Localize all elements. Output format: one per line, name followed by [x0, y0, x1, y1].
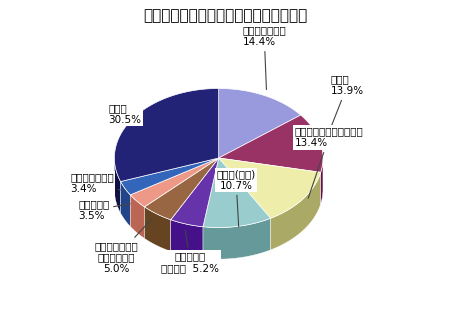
Text: トレーニング場
3.4%: トレーニング場 3.4%: [70, 173, 120, 194]
Polygon shape: [203, 158, 270, 228]
Polygon shape: [270, 172, 321, 250]
Text: 水泳プール
（屋外）  5.2%: 水泳プール （屋外） 5.2%: [161, 230, 219, 273]
Polygon shape: [219, 115, 323, 172]
Polygon shape: [130, 158, 219, 207]
Polygon shape: [121, 182, 130, 227]
Polygon shape: [121, 158, 219, 195]
Text: キャンプ場
3.5%: キャンプ場 3.5%: [78, 199, 130, 221]
Text: 野球場・ソフトボール場
13.4%: 野球場・ソフトボール場 13.4%: [294, 127, 363, 198]
Polygon shape: [203, 218, 270, 259]
Polygon shape: [114, 88, 219, 182]
Polygon shape: [130, 195, 144, 239]
Polygon shape: [321, 158, 323, 204]
Text: 体育館
13.9%: 体育館 13.9%: [326, 75, 364, 139]
Text: 図２－１　社会体育施設の種類別構成比: 図２－１ 社会体育施設の種類別構成比: [143, 8, 307, 23]
Polygon shape: [144, 158, 219, 220]
Polygon shape: [114, 160, 121, 213]
Text: 庭球場(屋外)
10.7%: 庭球場(屋外) 10.7%: [216, 169, 256, 227]
Text: その他
30.5%: その他 30.5%: [108, 103, 141, 125]
Text: ゲートボール・
クロッケー場
5.0%: ゲートボール・ クロッケー場 5.0%: [94, 219, 152, 274]
Polygon shape: [171, 220, 203, 258]
Polygon shape: [219, 88, 301, 158]
Polygon shape: [219, 158, 321, 218]
Text: 多目的運動広場
14.4%: 多目的運動広場 14.4%: [243, 26, 286, 89]
Polygon shape: [144, 207, 171, 251]
Polygon shape: [171, 158, 219, 227]
